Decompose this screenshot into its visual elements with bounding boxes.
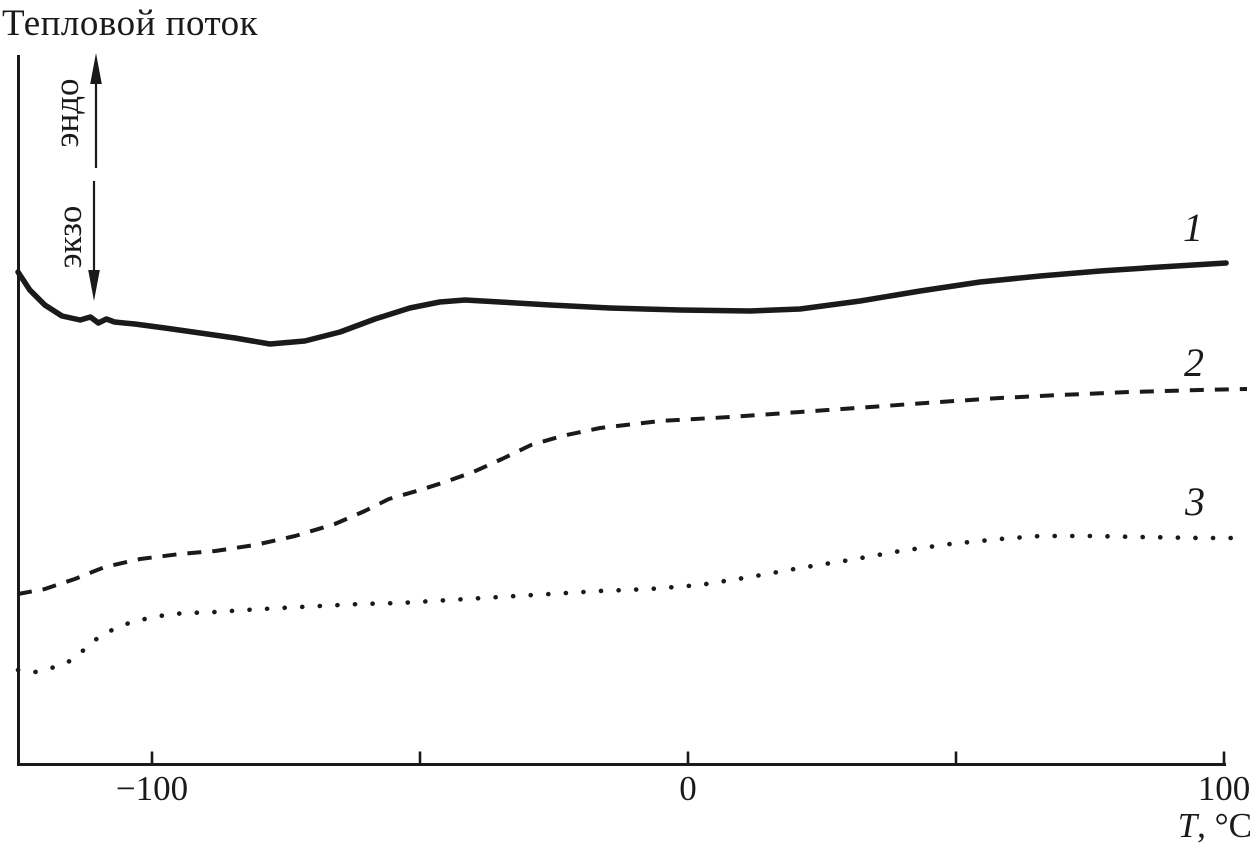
curve-1-line	[15, 260, 1229, 347]
x-axis-title-units: , °C	[1197, 806, 1252, 845]
x-tick-label-0: 0	[679, 769, 697, 808]
curve-3-label: 3	[1185, 479, 1205, 524]
endo-axis-annotation: эндо	[47, 78, 86, 148]
curve-1-label: 1	[1183, 205, 1203, 250]
curve-2-label: 2	[1184, 340, 1204, 385]
x-axis-title: T, °C	[1178, 806, 1252, 846]
chart-title: Тепловой поток	[2, 3, 259, 44]
x-tick-label-100: 100	[1197, 769, 1251, 808]
exo-arrow-icon	[88, 181, 100, 301]
curve-3-line	[15, 533, 1237, 675]
exo-axis-annotation: экзо	[50, 205, 89, 269]
endo-arrow-icon	[90, 53, 102, 168]
x-tick-label--100: −100	[115, 769, 189, 808]
x-axis-title-variable: T	[1177, 806, 1198, 845]
curve-2-line	[17, 387, 1248, 596]
